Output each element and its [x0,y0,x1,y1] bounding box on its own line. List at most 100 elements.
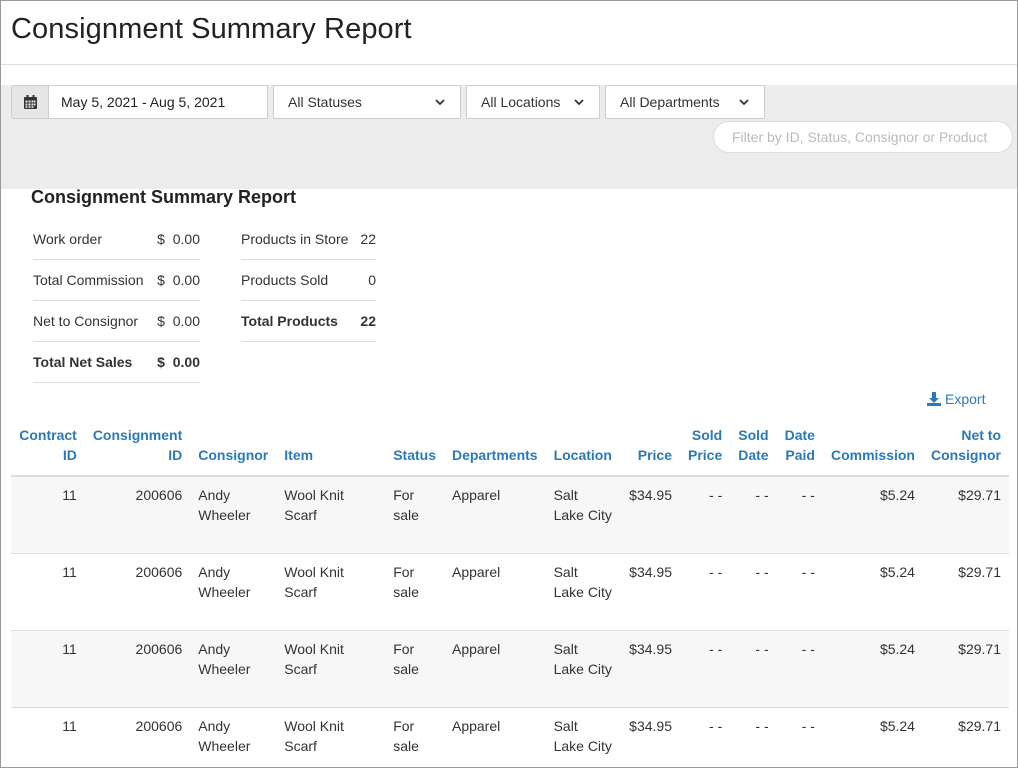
table-cell: - - [776,553,823,631]
column-header[interactable]: Sold Date [730,423,777,477]
table-cell: - - [680,553,731,631]
table-cell: - - [776,476,823,554]
column-header[interactable]: Price [619,423,680,477]
chevron-down-icon [435,99,445,106]
table-cell: 11 [11,630,85,708]
column-header[interactable]: Consignment ID [84,423,191,477]
column-header[interactable]: Status [385,423,444,477]
table-cell: $29.71 [922,707,1009,768]
table-cell: $29.71 [922,630,1009,708]
column-header[interactable]: Location [545,423,620,477]
summary-value: $ 0.00 [157,231,200,247]
table-cell: $5.24 [822,476,923,554]
location-select-value: All Locations [481,94,561,110]
summary-label: Total Products [241,313,338,329]
summary-row: Work order $ 0.00 [33,219,200,260]
department-select[interactable]: All Departments [605,85,765,119]
column-header[interactable]: Contract ID [11,423,85,477]
date-range-input[interactable]: May 5, 2021 - Aug 5, 2021 [49,85,268,119]
table-row[interactable]: 11 200606 Andy Wheeler Wool Knit Scarf For s… [11,707,1009,768]
summary-value: $ 0.00 [157,354,200,370]
column-header[interactable]: Departments [443,423,546,477]
table-cell: 200606 [84,553,191,631]
table-cell: Salt Lake City [545,707,620,768]
table-cell: Andy Wheeler [190,553,277,631]
table-cell: $5.24 [822,553,923,631]
summary-row: Total Products 22 [241,301,376,342]
summary-value: 22 [360,231,376,247]
table-row[interactable]: 11 200606 Andy Wheeler Wool Knit Scarf For s… [11,630,1009,708]
table-cell: Salt Lake City [545,630,620,708]
table-cell: Andy Wheeler [190,630,277,708]
chevron-down-icon [574,99,584,106]
column-header[interactable]: Sold Price [680,423,731,477]
table-cell: Salt Lake City [545,476,620,554]
table-cell: $34.95 [619,707,680,768]
table-cell: Apparel [443,476,546,554]
table-cell: Apparel [443,630,546,708]
column-header[interactable]: Consignor [190,423,277,477]
table-cell: - - [680,630,731,708]
summary-value: $ 0.00 [157,272,200,288]
status-select-value: All Statuses [288,94,362,110]
table-cell: For sale [385,707,444,768]
table-cell: - - [680,707,731,768]
search-input[interactable]: Filter by ID, Status, Consignor or Produ… [713,121,1013,153]
table-cell: 200606 [84,630,191,708]
table-cell: Wool Knit Scarf [276,553,386,631]
table-cell: - - [680,476,731,554]
table-cell: - - [730,707,777,768]
table-cell: - - [730,630,777,708]
department-select-value: All Departments [620,94,720,110]
table-cell: - - [730,476,777,554]
summary-label: Work order [33,231,102,247]
summary-label: Products in Store [241,231,349,247]
summary-label: Total Commission [33,272,144,288]
table-body: 11 200606 Andy Wheeler Wool Knit Scarf For s… [11,476,1009,768]
table-cell: - - [776,707,823,768]
table-header-row: Contract ID Consignment ID Consignor Item Stat… [11,423,1009,477]
table-cell: - - [776,630,823,708]
summary-label: Total Net Sales [33,354,133,370]
summary-row: Net to Consignor $ 0.00 [33,301,200,342]
column-header[interactable]: Date Paid [776,423,823,477]
table-cell: 11 [11,707,85,768]
table-row[interactable]: 11 200606 Andy Wheeler Wool Knit Scarf For s… [11,476,1009,554]
summary-value: $ 0.00 [157,313,200,329]
summary-row: Total Commission $ 0.00 [33,260,200,301]
table-cell: $34.95 [619,630,680,708]
summary-value: 0 [368,272,376,288]
export-label: Export [945,391,986,407]
table-cell: Apparel [443,707,546,768]
table-cell: Wool Knit Scarf [276,707,386,768]
summary-title: Consignment Summary Report [31,187,297,207]
summary-row: Products in Store 22 [241,219,376,260]
column-header[interactable]: Item [276,423,386,477]
summary-row: Products Sold 0 [241,260,376,301]
table-cell: $29.71 [922,476,1009,554]
table-cell: For sale [385,553,444,631]
table-cell: Apparel [443,553,546,631]
page-header: Consignment Summary Report [1,1,1017,65]
summary-value: 22 [360,313,376,329]
summary-money-column: Work order $ 0.00 Total Commission $ 0.00 Ne… [33,219,200,383]
summary-row: Total Net Sales $ 0.00 [33,342,200,383]
table-cell: Andy Wheeler [190,476,277,554]
status-select[interactable]: All Statuses [273,85,461,119]
table-cell: - - [730,553,777,631]
table-cell: $34.95 [619,553,680,631]
calendar-button[interactable] [11,85,49,119]
table-row[interactable]: 11 200606 Andy Wheeler Wool Knit Scarf For s… [11,553,1009,631]
column-header[interactable]: Commission [822,423,923,477]
table-cell: 200606 [84,707,191,768]
export-button[interactable]: Export [927,391,985,407]
chevron-down-icon [739,99,749,106]
table-cell: Andy Wheeler [190,707,277,768]
summary-label: Net to Consignor [33,313,139,329]
page-title: Consignment Summary Report [11,13,412,45]
consignment-table: Contract ID Consignment ID Consignor Item Stat… [11,423,1009,768]
table-cell: Wool Knit Scarf [276,476,386,554]
location-select[interactable]: All Locations [466,85,600,119]
table-cell: For sale [385,476,444,554]
column-header[interactable]: Net to Consignor [922,423,1009,477]
